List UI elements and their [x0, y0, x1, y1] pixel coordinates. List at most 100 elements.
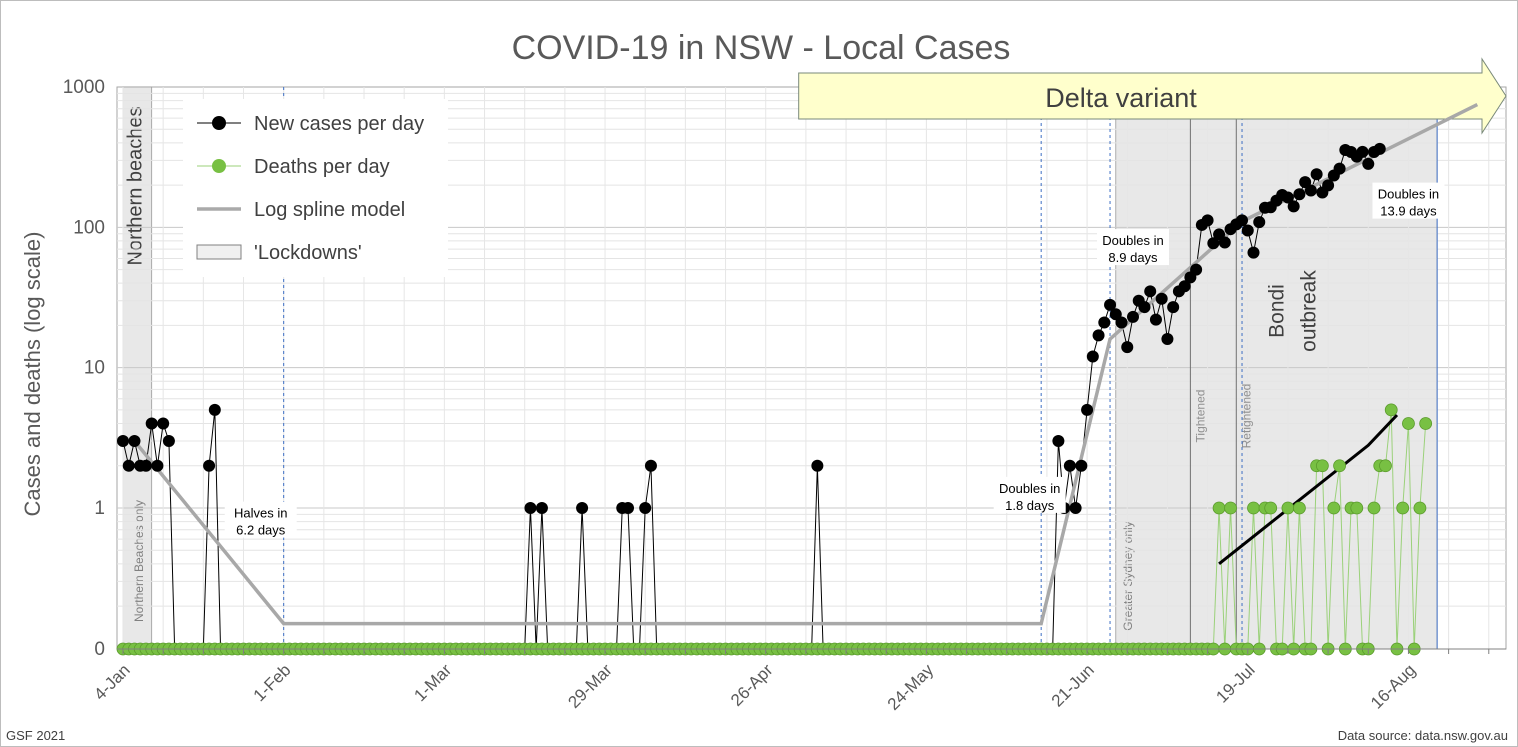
case-point — [576, 502, 589, 514]
x-tick-label: 26-Apr — [727, 660, 777, 710]
death-point — [1327, 501, 1341, 515]
legend-label: Deaths per day — [254, 156, 390, 178]
vertical-markers: Tightened Retightened — [283, 87, 1438, 649]
annotation-bg — [1096, 229, 1169, 266]
y-tick-label: 10 — [84, 358, 105, 379]
annotation-text: 8.9 days — [1108, 250, 1158, 265]
case-point — [208, 403, 221, 416]
x-tick-label: 16-Aug — [1367, 660, 1419, 712]
lockdown-label: Greater Sydney only — [1121, 521, 1135, 630]
case-point — [139, 459, 152, 472]
case-point — [811, 459, 824, 472]
annotation-bg — [224, 501, 297, 538]
death-point — [1224, 501, 1237, 515]
case-point — [1075, 459, 1088, 472]
annotation-text: Halves in — [234, 506, 287, 521]
case-point — [1115, 316, 1128, 329]
case-point — [1098, 316, 1111, 329]
case-point — [1253, 216, 1266, 229]
case-point — [1362, 157, 1375, 170]
case-point — [1081, 403, 1094, 416]
case-point — [128, 435, 141, 448]
death-point — [1212, 501, 1226, 515]
annotation-text: 6.2 days — [236, 523, 286, 538]
death-point — [1350, 501, 1364, 515]
series-points — [116, 142, 1433, 656]
death-point — [1367, 501, 1381, 515]
legend-swatch — [196, 244, 242, 260]
x-tick-label: 29-Mar — [564, 660, 616, 712]
case-point — [1356, 145, 1369, 158]
y-tick-label: 1000 — [63, 77, 105, 98]
case-point — [145, 417, 158, 430]
legend: New cases per day Deaths per day Log splin… — [183, 99, 448, 277]
x-tick-label: 4-Jan — [90, 660, 134, 704]
y-tick-label: 100 — [73, 217, 105, 238]
annotation-rotated: outbreak — [1297, 270, 1320, 352]
death-point — [1264, 501, 1278, 515]
legend-label: 'Lockdowns' — [254, 242, 362, 264]
annotation-text: Doubles in — [999, 481, 1060, 496]
case-point — [621, 502, 634, 514]
case-point — [1207, 237, 1220, 250]
case-point — [1161, 333, 1174, 346]
case-point — [1149, 313, 1162, 326]
case-point — [1092, 329, 1105, 342]
death-point — [1333, 459, 1346, 473]
case-point — [1144, 285, 1157, 298]
case-point — [1167, 301, 1180, 314]
case-point — [1236, 214, 1249, 227]
case-point — [639, 502, 652, 514]
y-axis-label: Cases and deaths (log scale) — [20, 232, 45, 517]
case-point — [1052, 435, 1065, 448]
case-point — [157, 417, 170, 430]
case-point — [1304, 184, 1317, 197]
death-point — [1384, 403, 1398, 417]
death-point — [1396, 501, 1410, 515]
case-point — [1299, 176, 1312, 189]
death-point — [1281, 501, 1295, 515]
case-point — [524, 502, 537, 514]
case-point — [644, 459, 657, 472]
legend-marker — [212, 159, 226, 173]
death-point — [1293, 501, 1306, 515]
x-tick-label: 1-Mar — [410, 660, 455, 705]
annotation-text: 13.9 days — [1380, 204, 1437, 219]
case-point — [1333, 162, 1346, 175]
annotation-text: Doubles in — [1102, 233, 1163, 248]
case-point — [1104, 298, 1117, 311]
case-point — [1293, 188, 1306, 201]
death-point — [1247, 501, 1260, 515]
banner-label: Delta variant — [1045, 83, 1197, 113]
footer-right: Data source: data.nsw.gov.au — [1338, 728, 1508, 743]
case-point — [1281, 191, 1294, 204]
marker-label: Retightened — [1239, 384, 1253, 449]
x-tick-label: 24-May — [884, 660, 938, 714]
case-point — [117, 435, 129, 448]
case-point — [1218, 236, 1231, 249]
annotation-bg — [993, 476, 1066, 513]
legend-label: New cases per day — [254, 113, 424, 135]
x-tick-label: 1-Feb — [250, 660, 295, 705]
case-point — [1138, 301, 1151, 314]
death-trend-line — [1218, 413, 1399, 566]
y-tick-label: 0 — [94, 639, 105, 660]
x-tick-label: 19-Jul — [1212, 660, 1258, 706]
annotation-bg — [1372, 182, 1445, 219]
case-point — [1155, 292, 1168, 305]
northern-beaches-label: Northern beaches — [124, 107, 146, 266]
case-point — [1126, 310, 1139, 323]
case-point — [1069, 502, 1082, 514]
case-point — [122, 459, 135, 472]
case-point — [535, 502, 548, 514]
marker-label: Tightened — [1193, 390, 1207, 443]
annotation-text: 1.8 days — [1005, 498, 1055, 513]
annotation-text: Doubles in — [1378, 187, 1439, 202]
annotation-rotated: Bondi — [1265, 284, 1288, 338]
case-point — [1063, 459, 1076, 472]
case-point — [1373, 142, 1386, 155]
legend-label: Log spline model — [254, 199, 405, 221]
death-point — [1379, 459, 1392, 473]
